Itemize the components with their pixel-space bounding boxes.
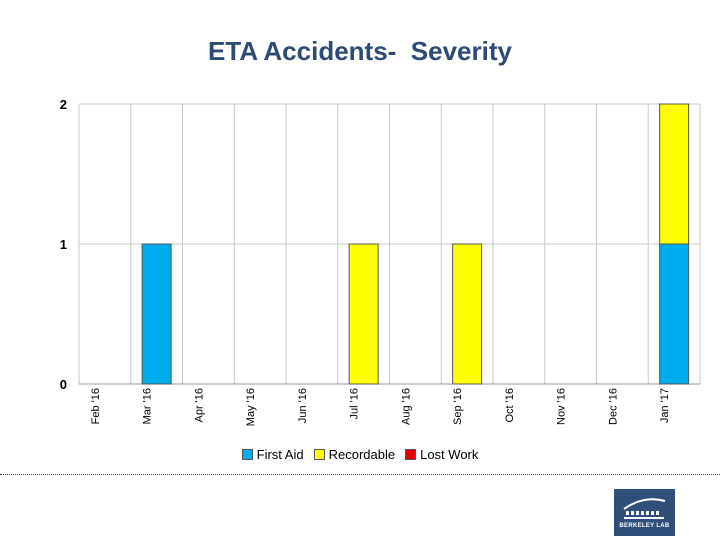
- legend-label: Lost Work: [420, 447, 479, 462]
- legend-item: Lost Work: [405, 447, 478, 462]
- grid-lines: [78, 103, 701, 385]
- x-tick-label: May '16: [245, 388, 257, 426]
- x-tick-label: Jun '16: [297, 388, 309, 423]
- berkeley-lab-logo: BERKELEY LAB: [614, 489, 675, 536]
- x-tick-label: Jan '17: [659, 388, 671, 423]
- lab-building-icon: [623, 498, 666, 519]
- x-tick-label: Sep '16: [452, 388, 464, 425]
- legend-swatch: [241, 449, 253, 460]
- legend-item: Recordable: [313, 447, 396, 462]
- x-tick-label: Nov '16: [556, 388, 568, 425]
- bar-first-aid: [141, 243, 172, 385]
- legend-label: First Aid: [256, 447, 304, 462]
- legend-item: First Aid: [241, 447, 304, 462]
- legend-swatch: [405, 449, 417, 460]
- legend-label: Recordable: [328, 447, 396, 462]
- legend: First Aid Recordable Lost Work: [0, 447, 720, 462]
- x-axis-ticks: Feb '16 Mar '16 Apr '16 May '16 Jun '16 Jul '…: [90, 388, 671, 426]
- chart-title: ETA Accidents- Severity: [208, 36, 512, 66]
- x-tick-label: Aug '16: [400, 388, 412, 425]
- bar-group: [141, 103, 690, 385]
- y-tick-label: 0: [60, 377, 67, 392]
- bar-recordable: [348, 243, 379, 385]
- x-tick-label: Jul '16: [349, 388, 361, 419]
- x-tick-label: Feb '16: [90, 388, 102, 424]
- bar-first-aid: [659, 243, 690, 385]
- legend-swatch: [313, 449, 325, 460]
- divider: [0, 474, 720, 475]
- bar-chart: 0 1 2 Feb '16 Mar '16 Apr '16 May '16 Jun '16 J…: [60, 97, 701, 426]
- y-axis-ticks: 0 1 2: [60, 97, 67, 392]
- y-tick-label: 1: [60, 237, 67, 252]
- x-tick-label: Oct '16: [504, 388, 516, 423]
- x-tick-label: Dec '16: [607, 388, 619, 425]
- y-tick-label: 2: [60, 97, 67, 112]
- bar-recordable: [452, 243, 483, 385]
- x-tick-label: Apr '16: [193, 388, 205, 423]
- x-tick-label: Mar '16: [142, 388, 154, 424]
- bar-recordable: [659, 103, 690, 245]
- logo-text: BERKELEY LAB: [619, 523, 670, 529]
